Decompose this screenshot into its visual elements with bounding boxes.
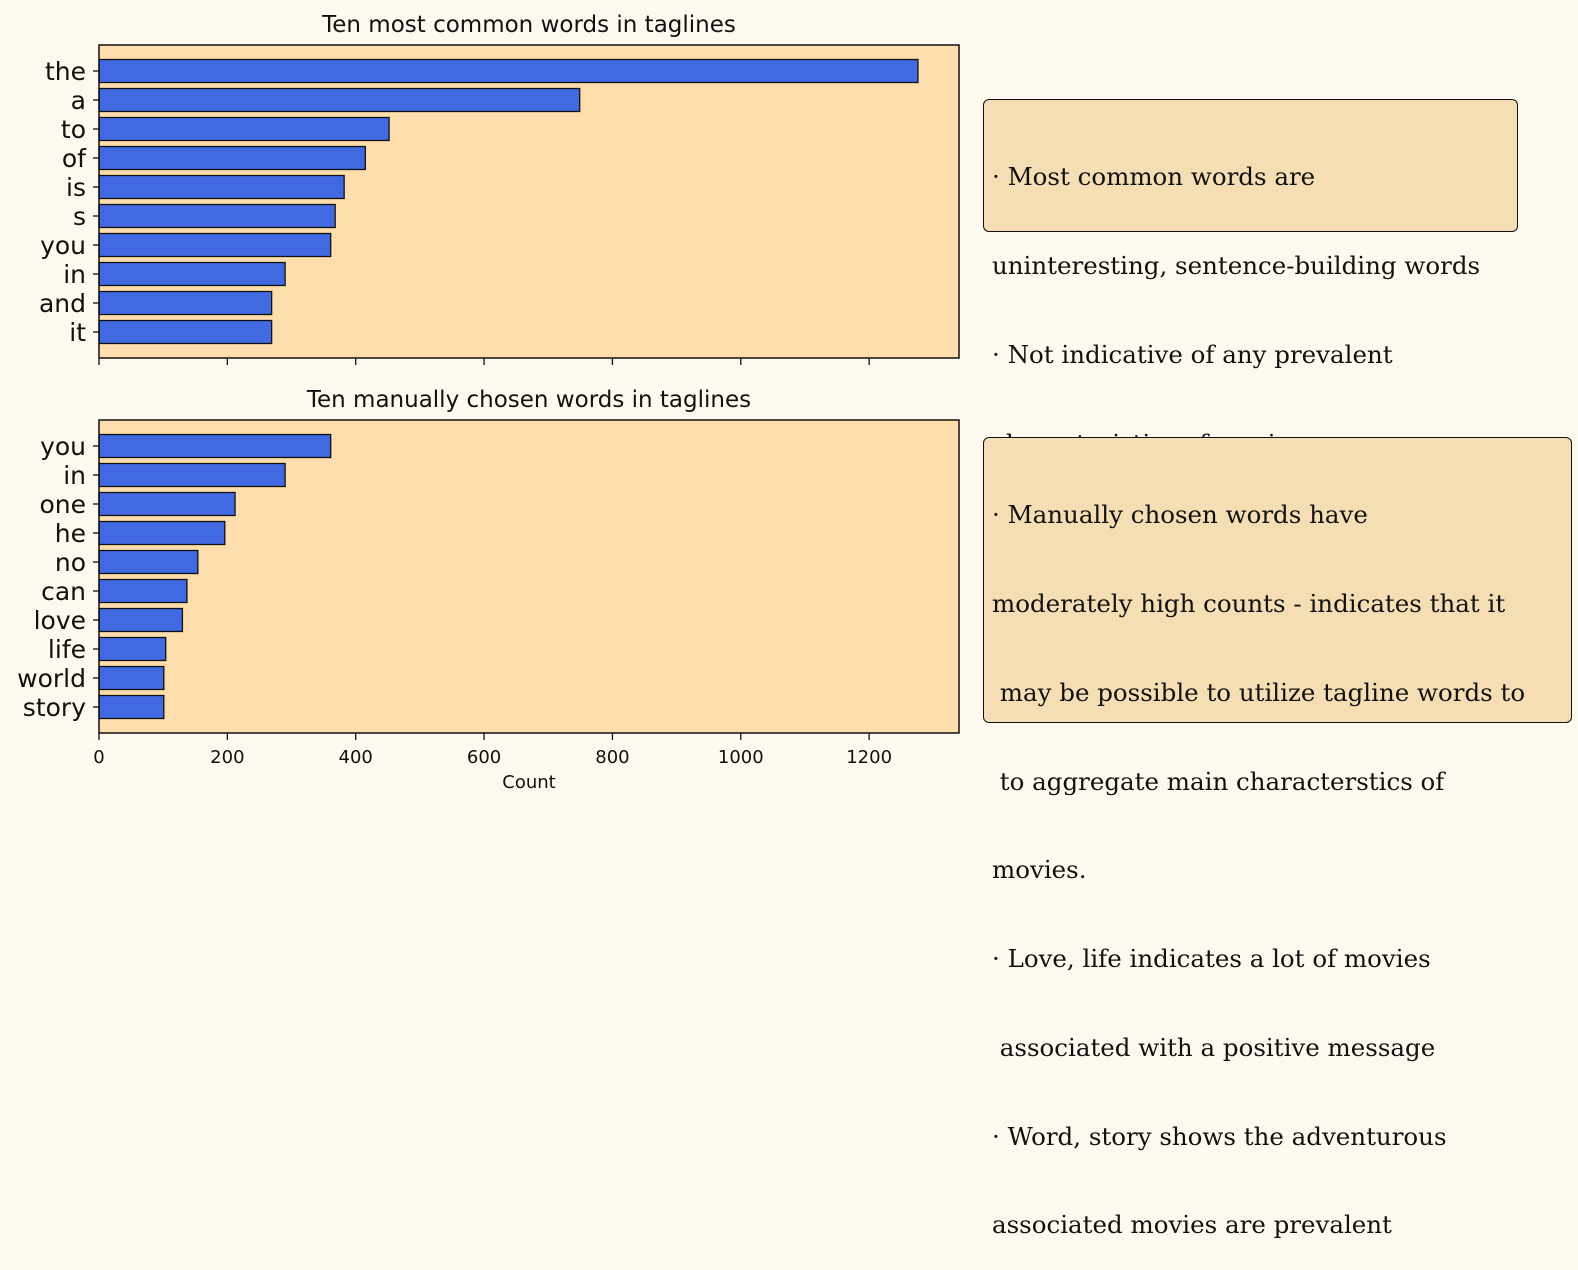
x-tick-label: 600 — [467, 747, 501, 768]
note-line: · Word, story shows the adventurous — [992, 1121, 1447, 1151]
axes-frame — [98, 44, 960, 359]
x-tick-label: 1000 — [718, 747, 764, 768]
y-tick-label: can — [41, 577, 86, 606]
chart-title: Ten manually chosen words in taglines — [306, 387, 751, 413]
y-tick-label: love — [34, 606, 86, 635]
bar — [98, 174, 345, 200]
note-line: associated movies are prevalent — [992, 1210, 1392, 1240]
note-line: uninteresting, sentence-building words — [992, 250, 1481, 280]
bar — [98, 607, 184, 633]
y-tick-label: it — [69, 318, 86, 347]
bar — [98, 116, 390, 142]
bar — [98, 203, 336, 229]
y-tick-label: world — [17, 664, 86, 693]
note-box-top: · Most common words are uninteresting, s… — [983, 99, 1518, 458]
y-tick-label: story — [23, 693, 86, 722]
bar — [98, 462, 286, 488]
bar — [98, 636, 167, 662]
axes-frame — [98, 419, 960, 734]
note-line: may be possible to utilize tagline words… — [992, 677, 1526, 707]
y-tick-label: and — [39, 289, 86, 318]
chart-title: Ten most common words in taglines — [321, 12, 736, 38]
y-tick-label: in — [63, 461, 86, 490]
x-tick-label: 1200 — [846, 747, 892, 768]
bar — [98, 290, 273, 316]
note-box-bottom: · Manually chosen words have moderately … — [983, 437, 1572, 1239]
note-line: · Not indicative of any prevalent — [992, 339, 1393, 369]
y-tick-label: is — [66, 173, 86, 202]
bar — [98, 549, 199, 575]
y-tick-label: he — [55, 519, 86, 548]
bar — [98, 145, 366, 171]
x-tick-label: 800 — [595, 747, 629, 768]
bar — [98, 232, 332, 258]
y-tick-label: no — [55, 548, 86, 577]
note-line: · Love, life indicates a lot of movies — [992, 944, 1431, 974]
note-line: to aggregate main characterstics of — [992, 766, 1445, 796]
y-tick-label: life — [48, 635, 86, 664]
y-tick-label: a — [71, 86, 86, 115]
chart-panel-1: Ten most common words in taglines theatoo… — [39, 12, 960, 365]
bar — [98, 694, 165, 720]
y-tick-label: s — [73, 202, 86, 231]
y-tick-label: you — [40, 231, 86, 260]
x-axis-label: Count — [502, 772, 555, 793]
note-line: moderately high counts - indicates that … — [992, 588, 1506, 618]
note-line: movies. — [992, 855, 1087, 885]
y-tick-label: in — [63, 260, 86, 289]
y-tick-label: the — [45, 57, 86, 86]
y-tick-label: of — [62, 144, 87, 173]
y-tick-label: to — [61, 115, 86, 144]
bar — [98, 665, 165, 691]
note-line: · Most common words are — [992, 162, 1316, 192]
bar — [98, 87, 581, 113]
bar — [98, 520, 226, 546]
x-tick-label: 0 — [93, 747, 104, 768]
bar — [98, 491, 236, 517]
note-line: associated with a positive message — [992, 1032, 1436, 1062]
bar — [98, 58, 919, 84]
chart-panel-2: Ten manually chosen words in taglines you… — [17, 387, 960, 793]
bar — [98, 319, 273, 345]
y-tick-label: one — [39, 490, 86, 519]
y-tick-label: you — [40, 432, 86, 461]
bar — [98, 578, 188, 604]
charts-area: Ten most common words in taglinestheatoo… — [17, 12, 960, 793]
bar — [98, 433, 332, 459]
bar — [98, 261, 286, 287]
x-tick-label: 200 — [210, 747, 244, 768]
note-line: · Manually chosen words have — [992, 500, 1368, 530]
x-tick-label: 400 — [339, 747, 373, 768]
